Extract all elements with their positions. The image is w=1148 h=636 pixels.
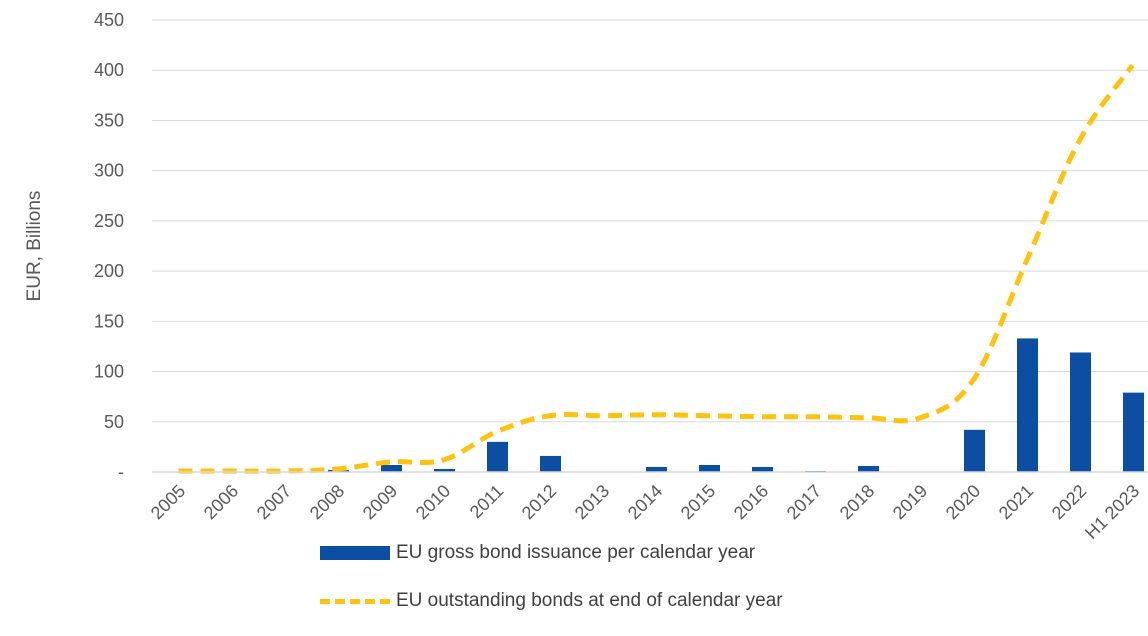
- x-tick-label: 2009: [359, 481, 401, 523]
- bar: [1123, 392, 1144, 472]
- legend-line-swatch: [320, 598, 390, 604]
- x-tick-label: 2016: [730, 481, 772, 523]
- y-tick-label: -: [118, 462, 124, 482]
- x-tick-label: H1 2023: [1081, 481, 1143, 543]
- gridlines: [152, 19, 1148, 423]
- x-tick-label: 2014: [624, 481, 666, 523]
- x-tick-label: 2012: [518, 481, 560, 523]
- x-tick-label: 2018: [836, 481, 878, 523]
- axes: - 50 100 150 200 250 300 350 400 450 2005 2006 2007 2…: [94, 10, 1148, 543]
- x-tick-label: 2007: [253, 481, 295, 523]
- y-tick-label: 200: [94, 261, 124, 281]
- bar: [964, 429, 985, 472]
- y-tick-label: 150: [94, 311, 124, 331]
- y-tick-label: 450: [94, 10, 124, 30]
- bar-series: [328, 338, 1144, 472]
- x-tick-label: 2011: [466, 481, 508, 523]
- x-tick-label: 2020: [942, 481, 984, 523]
- x-tick-label: 2022: [1048, 481, 1090, 523]
- bar: [1017, 338, 1038, 472]
- y-axis-title: EUR, Billions: [24, 191, 45, 302]
- x-tick-label: 2019: [889, 481, 931, 523]
- bar: [540, 455, 561, 472]
- bar: [858, 465, 879, 472]
- bar: [381, 464, 402, 472]
- x-tick-label: 2006: [200, 481, 242, 523]
- outstanding-bonds-line: [178, 63, 1135, 474]
- x-tick-label: 2015: [677, 481, 719, 523]
- bar: [646, 466, 667, 472]
- legend-line-label: EU outstanding bonds at end of calendar …: [396, 590, 783, 611]
- bar: [487, 441, 508, 472]
- y-tick-label: 350: [94, 110, 124, 130]
- line-series: [178, 63, 1135, 474]
- y-tick-label: 100: [94, 362, 124, 382]
- x-tick-label: 2021: [995, 481, 1037, 523]
- x-tick-label: 2010: [412, 481, 454, 523]
- legend-item-bars: EU gross bond issuance per calendar year: [320, 538, 755, 568]
- legend-item-line: EU outstanding bonds at end of calendar …: [320, 586, 783, 616]
- bar: [752, 466, 773, 472]
- x-tick-label: 2013: [571, 481, 613, 523]
- legend-bar-swatch: [320, 546, 390, 560]
- legend-bars-label: EU gross bond issuance per calendar year: [396, 542, 756, 563]
- y-tick-label: 300: [94, 161, 124, 181]
- bar: [1070, 352, 1091, 472]
- x-tick-label: 2008: [306, 481, 348, 523]
- bar: [434, 468, 455, 472]
- y-tick-label: 400: [94, 60, 124, 80]
- bar: [699, 464, 720, 472]
- y-tick-label: 250: [94, 211, 124, 231]
- x-tick-label: 2005: [147, 481, 189, 523]
- y-tick-label: 50: [104, 412, 124, 432]
- x-tick-label: 2017: [783, 481, 825, 523]
